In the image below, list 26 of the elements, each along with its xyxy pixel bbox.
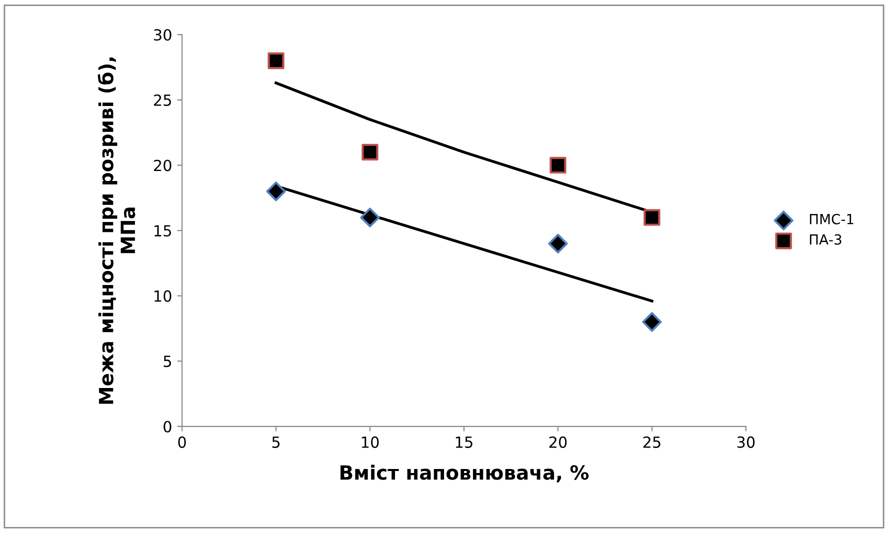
y-tick-label: 10 (154, 290, 172, 302)
y-tick-label: 25 (154, 94, 171, 106)
point (362, 144, 378, 160)
y-axis-title: Межа міцності при розриві (б), МПа (98, 57, 136, 404)
x-tick-label: 25 (643, 436, 660, 448)
legend-label: ПМС-1 (810, 214, 854, 224)
y-tick-label: 0 (164, 420, 172, 432)
point (548, 234, 568, 254)
point (642, 312, 662, 332)
x-tick-label: 5 (272, 436, 280, 448)
x-tick-label: 20 (549, 436, 567, 448)
y-tick-label: 30 (154, 29, 172, 41)
point (550, 156, 566, 174)
x-axis-title: Вміст наповнювача, % (340, 464, 589, 482)
y-tick-label: 5 (164, 356, 171, 368)
point (360, 208, 380, 228)
x-tick-label: 30 (737, 436, 755, 448)
point (266, 182, 286, 202)
x-tick-label: 10 (362, 436, 379, 448)
legend-label: ПА-3 (810, 234, 842, 245)
point (644, 209, 660, 226)
x-tick-label: 15 (456, 436, 472, 448)
y-tick-label: 15 (154, 225, 171, 237)
y-tick-label: 20 (154, 160, 172, 172)
point (268, 52, 284, 70)
x-tick-label: 0 (178, 436, 186, 448)
